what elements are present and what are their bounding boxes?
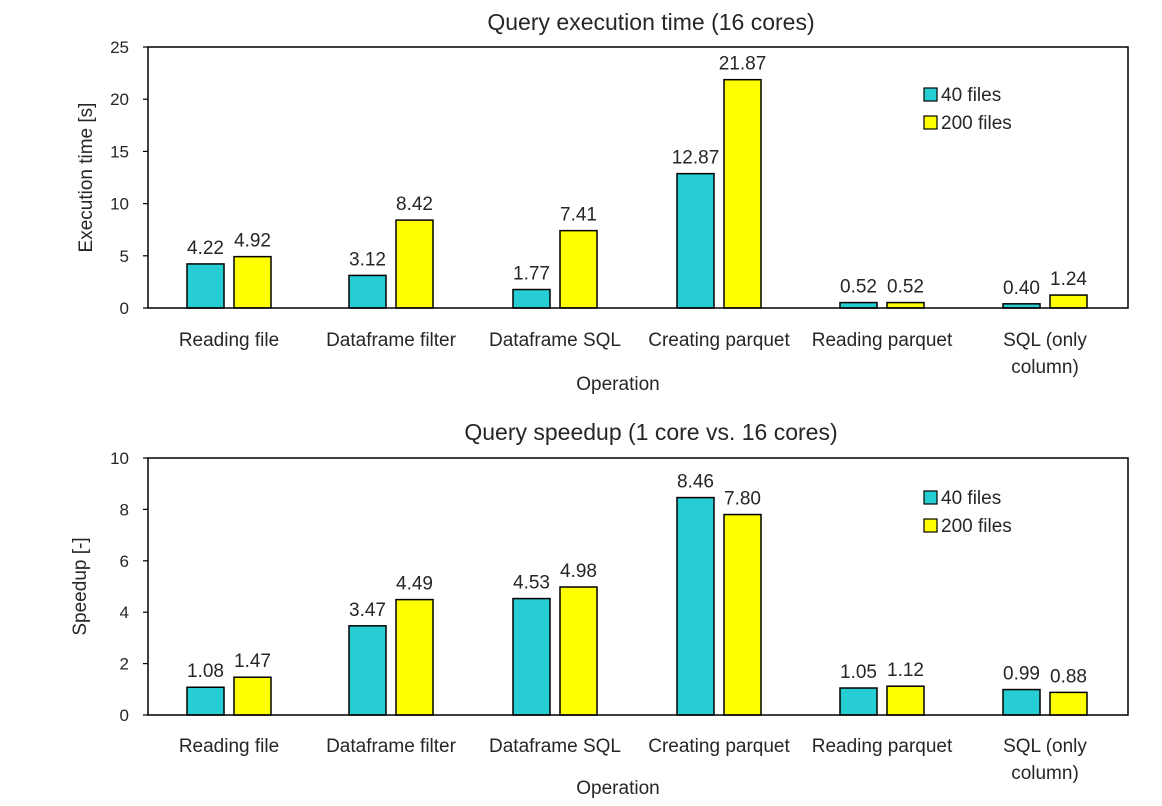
category-label: Dataframe filter: [326, 736, 457, 757]
chart-title: Query speedup (1 core vs. 16 cores): [464, 419, 837, 445]
legend-swatch: [923, 490, 938, 505]
y-tick-label: 10: [110, 195, 129, 214]
category-label: Creating parquet: [648, 736, 790, 757]
data-label: 0.99: [1003, 664, 1040, 685]
chart-2: Query speedup (1 core vs. 16 cores) 1.08 3…: [70, 419, 1129, 799]
data-label: 0.52: [887, 277, 924, 298]
data-label: 4.22: [187, 238, 224, 259]
bar-200-files: [559, 229, 598, 309]
data-label: 1.12: [887, 660, 924, 681]
category-label: Dataframe SQL: [489, 736, 621, 757]
data-label: 4.49: [396, 574, 433, 595]
data-label: 1.05: [840, 662, 877, 683]
y-axis-label: Speedup [-]: [70, 537, 91, 635]
legend-label: 40 files: [941, 85, 1001, 106]
y-tick-label: 10: [110, 449, 129, 468]
data-label: 1.77: [513, 264, 550, 285]
bar-40-files: [512, 597, 551, 716]
bar-40-files: [1002, 688, 1041, 716]
bar-200-files: [559, 586, 598, 716]
bar-200-files: [395, 598, 434, 716]
bar-40-files: [186, 263, 225, 309]
bar-40-files: [512, 288, 551, 309]
legend: 40 files 200 files: [923, 85, 1012, 134]
bar-200-files: [886, 301, 925, 309]
category-label: SQL (only: [1003, 330, 1087, 351]
bar-200-files: [723, 513, 762, 716]
data-label: 1.24: [1050, 269, 1087, 290]
data-label: 0.88: [1050, 666, 1087, 687]
data-label: 3.12: [349, 249, 386, 270]
y-tick-label: 4: [120, 603, 129, 622]
bar-200-files: [1049, 691, 1088, 716]
x-axis-label: Operation: [576, 374, 659, 395]
legend-label: 200 files: [941, 113, 1012, 134]
y-tick-label: 6: [120, 552, 129, 571]
bar-200-files: [1049, 294, 1088, 309]
category-label: column): [1011, 763, 1079, 784]
y-tick-label: 25: [110, 38, 129, 57]
legend-swatch: [923, 87, 938, 102]
y-tick-label: 15: [110, 142, 129, 161]
data-label: 7.41: [560, 205, 597, 226]
data-label: 8.46: [677, 472, 714, 493]
category-label: Creating parquet: [648, 330, 790, 351]
bar-200-files: [395, 219, 434, 309]
category-label: column): [1011, 357, 1079, 378]
legend: 40 files 200 files: [923, 488, 1012, 537]
bar-40-files: [186, 686, 225, 716]
y-tick-label: 8: [120, 500, 129, 519]
data-label: 21.87: [719, 54, 767, 75]
data-label: 4.92: [234, 231, 271, 252]
category-label: SQL (only: [1003, 736, 1087, 757]
plot-area: [147, 457, 1129, 716]
y-tick-label: 2: [120, 655, 129, 674]
y-tick-label: 5: [120, 247, 129, 266]
bar-40-files: [348, 625, 387, 716]
bar-200-files: [723, 78, 762, 309]
x-axis-label: Operation: [576, 778, 659, 799]
data-label: 7.80: [724, 489, 761, 510]
category-label: Reading file: [179, 736, 279, 757]
chart-title: Query execution time (16 cores): [487, 9, 814, 35]
bar-40-files: [348, 274, 387, 309]
legend-swatch: [923, 518, 938, 533]
legend-swatch: [923, 115, 938, 130]
category-label: Reading parquet: [812, 736, 953, 757]
bar-200-files: [886, 685, 925, 716]
data-label: 1.47: [234, 651, 271, 672]
data-label: 0.52: [840, 277, 877, 298]
legend-label: 40 files: [941, 488, 1001, 509]
chart-1: Query execution time (16 cores) 4.22 3.12 1…: [76, 9, 1129, 395]
y-tick-label: 0: [120, 706, 129, 725]
bar-40-files: [839, 301, 878, 309]
category-label: Reading parquet: [812, 330, 953, 351]
y-axis-label: Execution time [s]: [76, 103, 97, 253]
bar-200-files: [233, 676, 272, 716]
legend-label: 200 files: [941, 516, 1012, 537]
data-label: 3.47: [349, 600, 386, 621]
data-label: 8.42: [396, 194, 433, 215]
category-label: Dataframe filter: [326, 330, 457, 351]
bar-200-files: [233, 255, 272, 309]
data-label: 12.87: [672, 148, 720, 169]
bar-40-files: [676, 496, 715, 716]
category-label: Reading file: [179, 330, 279, 351]
y-tick-label: 20: [110, 90, 129, 109]
data-label: 4.53: [513, 573, 550, 594]
data-label: 4.98: [560, 561, 597, 582]
y-tick-label: 0: [120, 299, 129, 318]
data-label: 0.40: [1003, 278, 1040, 299]
plot-area: [147, 46, 1129, 309]
bar-40-files: [839, 687, 878, 716]
bar-40-files: [676, 172, 715, 309]
category-label: Dataframe SQL: [489, 330, 621, 351]
data-label: 1.08: [187, 661, 224, 682]
